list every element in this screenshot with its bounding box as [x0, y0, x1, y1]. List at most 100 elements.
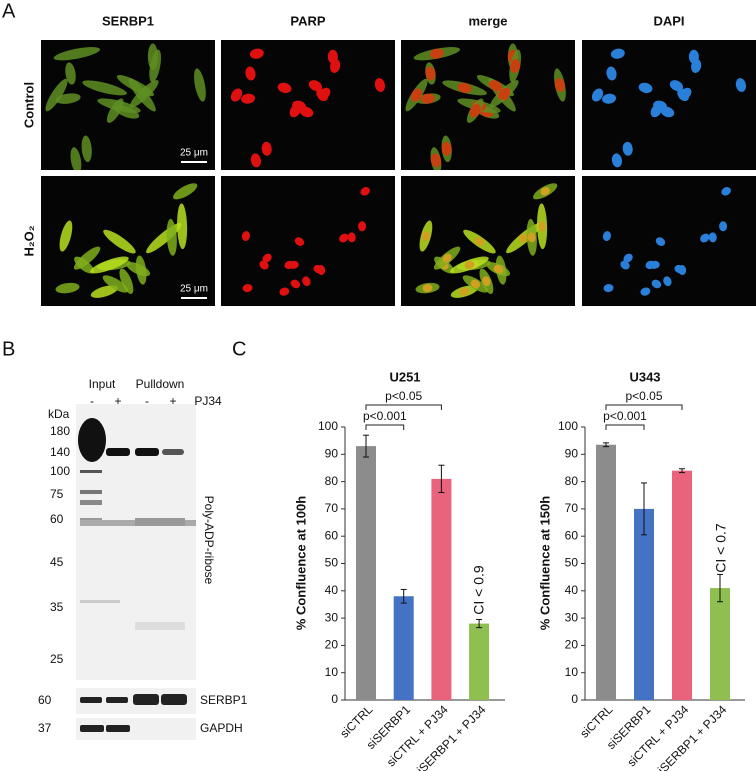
y-tick-label: 30: [565, 610, 579, 624]
cell: [70, 147, 82, 170]
nucleus: [249, 48, 264, 59]
nucleus: [421, 231, 430, 241]
bands: [78, 418, 196, 630]
error-bar: [400, 588, 407, 604]
y-axis-label: % Confluence at 150h: [537, 496, 552, 630]
nucleus: [482, 276, 491, 287]
unit-label: kDa: [48, 407, 70, 421]
error-bar: [476, 618, 483, 629]
y-tick-label: 0: [331, 692, 338, 706]
bar: [634, 508, 654, 700]
marker-label: 25: [50, 652, 64, 666]
nucleus: [602, 93, 617, 104]
y-tick-label: 0: [571, 692, 578, 706]
micrograph: [582, 40, 756, 170]
cells: [602, 187, 731, 296]
bar: [469, 623, 490, 700]
p-value: p<0.05: [385, 389, 422, 403]
panel-label: A: [2, 0, 16, 22]
micrograph: [221, 40, 395, 170]
micrograph: [221, 176, 395, 306]
nucleus: [464, 260, 475, 270]
bar: [356, 446, 376, 700]
bar: [710, 588, 730, 700]
cell: [173, 183, 198, 200]
error-bar: [603, 442, 609, 448]
y-tick-label: 80: [325, 474, 339, 488]
marker-label: 60: [50, 512, 64, 526]
column-header: DAPI: [653, 13, 684, 28]
nucleus: [640, 287, 651, 296]
group-label: Input: [89, 377, 116, 391]
y-tick-label: 50: [325, 556, 339, 570]
marker-label: 60: [38, 693, 52, 707]
y-tick-label: 40: [325, 583, 339, 597]
column-header: merge: [468, 13, 507, 28]
cell: [73, 246, 101, 270]
cell: [177, 203, 188, 250]
nucleus: [261, 141, 272, 156]
nucleus: [651, 279, 662, 289]
cell: [149, 49, 162, 83]
nucleus: [611, 153, 622, 168]
micrograph: [401, 176, 575, 306]
nucleus: [602, 231, 611, 241]
column-header: SERBP1: [102, 13, 154, 28]
error-bar: [363, 434, 369, 458]
nucleus: [645, 260, 656, 270]
column-header: PARP: [290, 13, 325, 28]
cell: [65, 62, 76, 85]
nucleus: [242, 284, 253, 293]
cell: [81, 135, 92, 163]
nucleus: [259, 260, 269, 270]
nucleus: [302, 276, 311, 287]
nucleus: [441, 141, 452, 156]
nucleus: [430, 153, 441, 168]
cells: [405, 43, 566, 170]
nucleus: [459, 287, 470, 296]
nucleus: [620, 260, 630, 270]
nucleus: [284, 260, 295, 270]
chart-title: U343: [629, 369, 660, 384]
blot-label: GAPDH: [200, 721, 243, 735]
nucleus: [318, 87, 331, 100]
blot-label: Poly-ADP-ribose: [202, 496, 216, 585]
micrograph: [41, 40, 215, 170]
nucleus: [410, 88, 423, 102]
nucleus: [250, 153, 261, 168]
cells: [241, 187, 370, 296]
nucleus: [498, 87, 511, 100]
y-tick-label: 60: [325, 528, 339, 542]
cell: [82, 80, 127, 96]
error-bar: [438, 464, 445, 494]
blot: [76, 718, 196, 740]
micrograph: [582, 176, 756, 306]
bar: [393, 596, 414, 700]
nucleus: [374, 78, 386, 92]
cell: [126, 262, 151, 277]
cell: [55, 93, 81, 104]
nucleus: [469, 104, 481, 118]
lane-sign: -: [90, 394, 94, 408]
cell: [103, 229, 136, 254]
bar: [596, 444, 616, 700]
marker-label: 180: [50, 424, 70, 438]
nucleus: [719, 221, 728, 232]
nucleus: [591, 88, 604, 102]
micrograph: [401, 40, 575, 170]
cell: [55, 282, 80, 294]
p-value: p<0.001: [603, 409, 647, 423]
nucleus: [241, 93, 256, 104]
y-tick-label: 90: [325, 446, 339, 460]
cells: [230, 48, 386, 168]
y-tick-label: 60: [565, 528, 579, 542]
cells: [45, 43, 206, 170]
y-tick-label: 10: [325, 665, 339, 679]
nucleus: [442, 253, 452, 263]
y-tick-label: 70: [325, 501, 339, 515]
bracket: [365, 404, 442, 410]
cell: [53, 47, 101, 61]
chart-title: U251: [389, 369, 420, 384]
nucleus: [289, 104, 301, 118]
